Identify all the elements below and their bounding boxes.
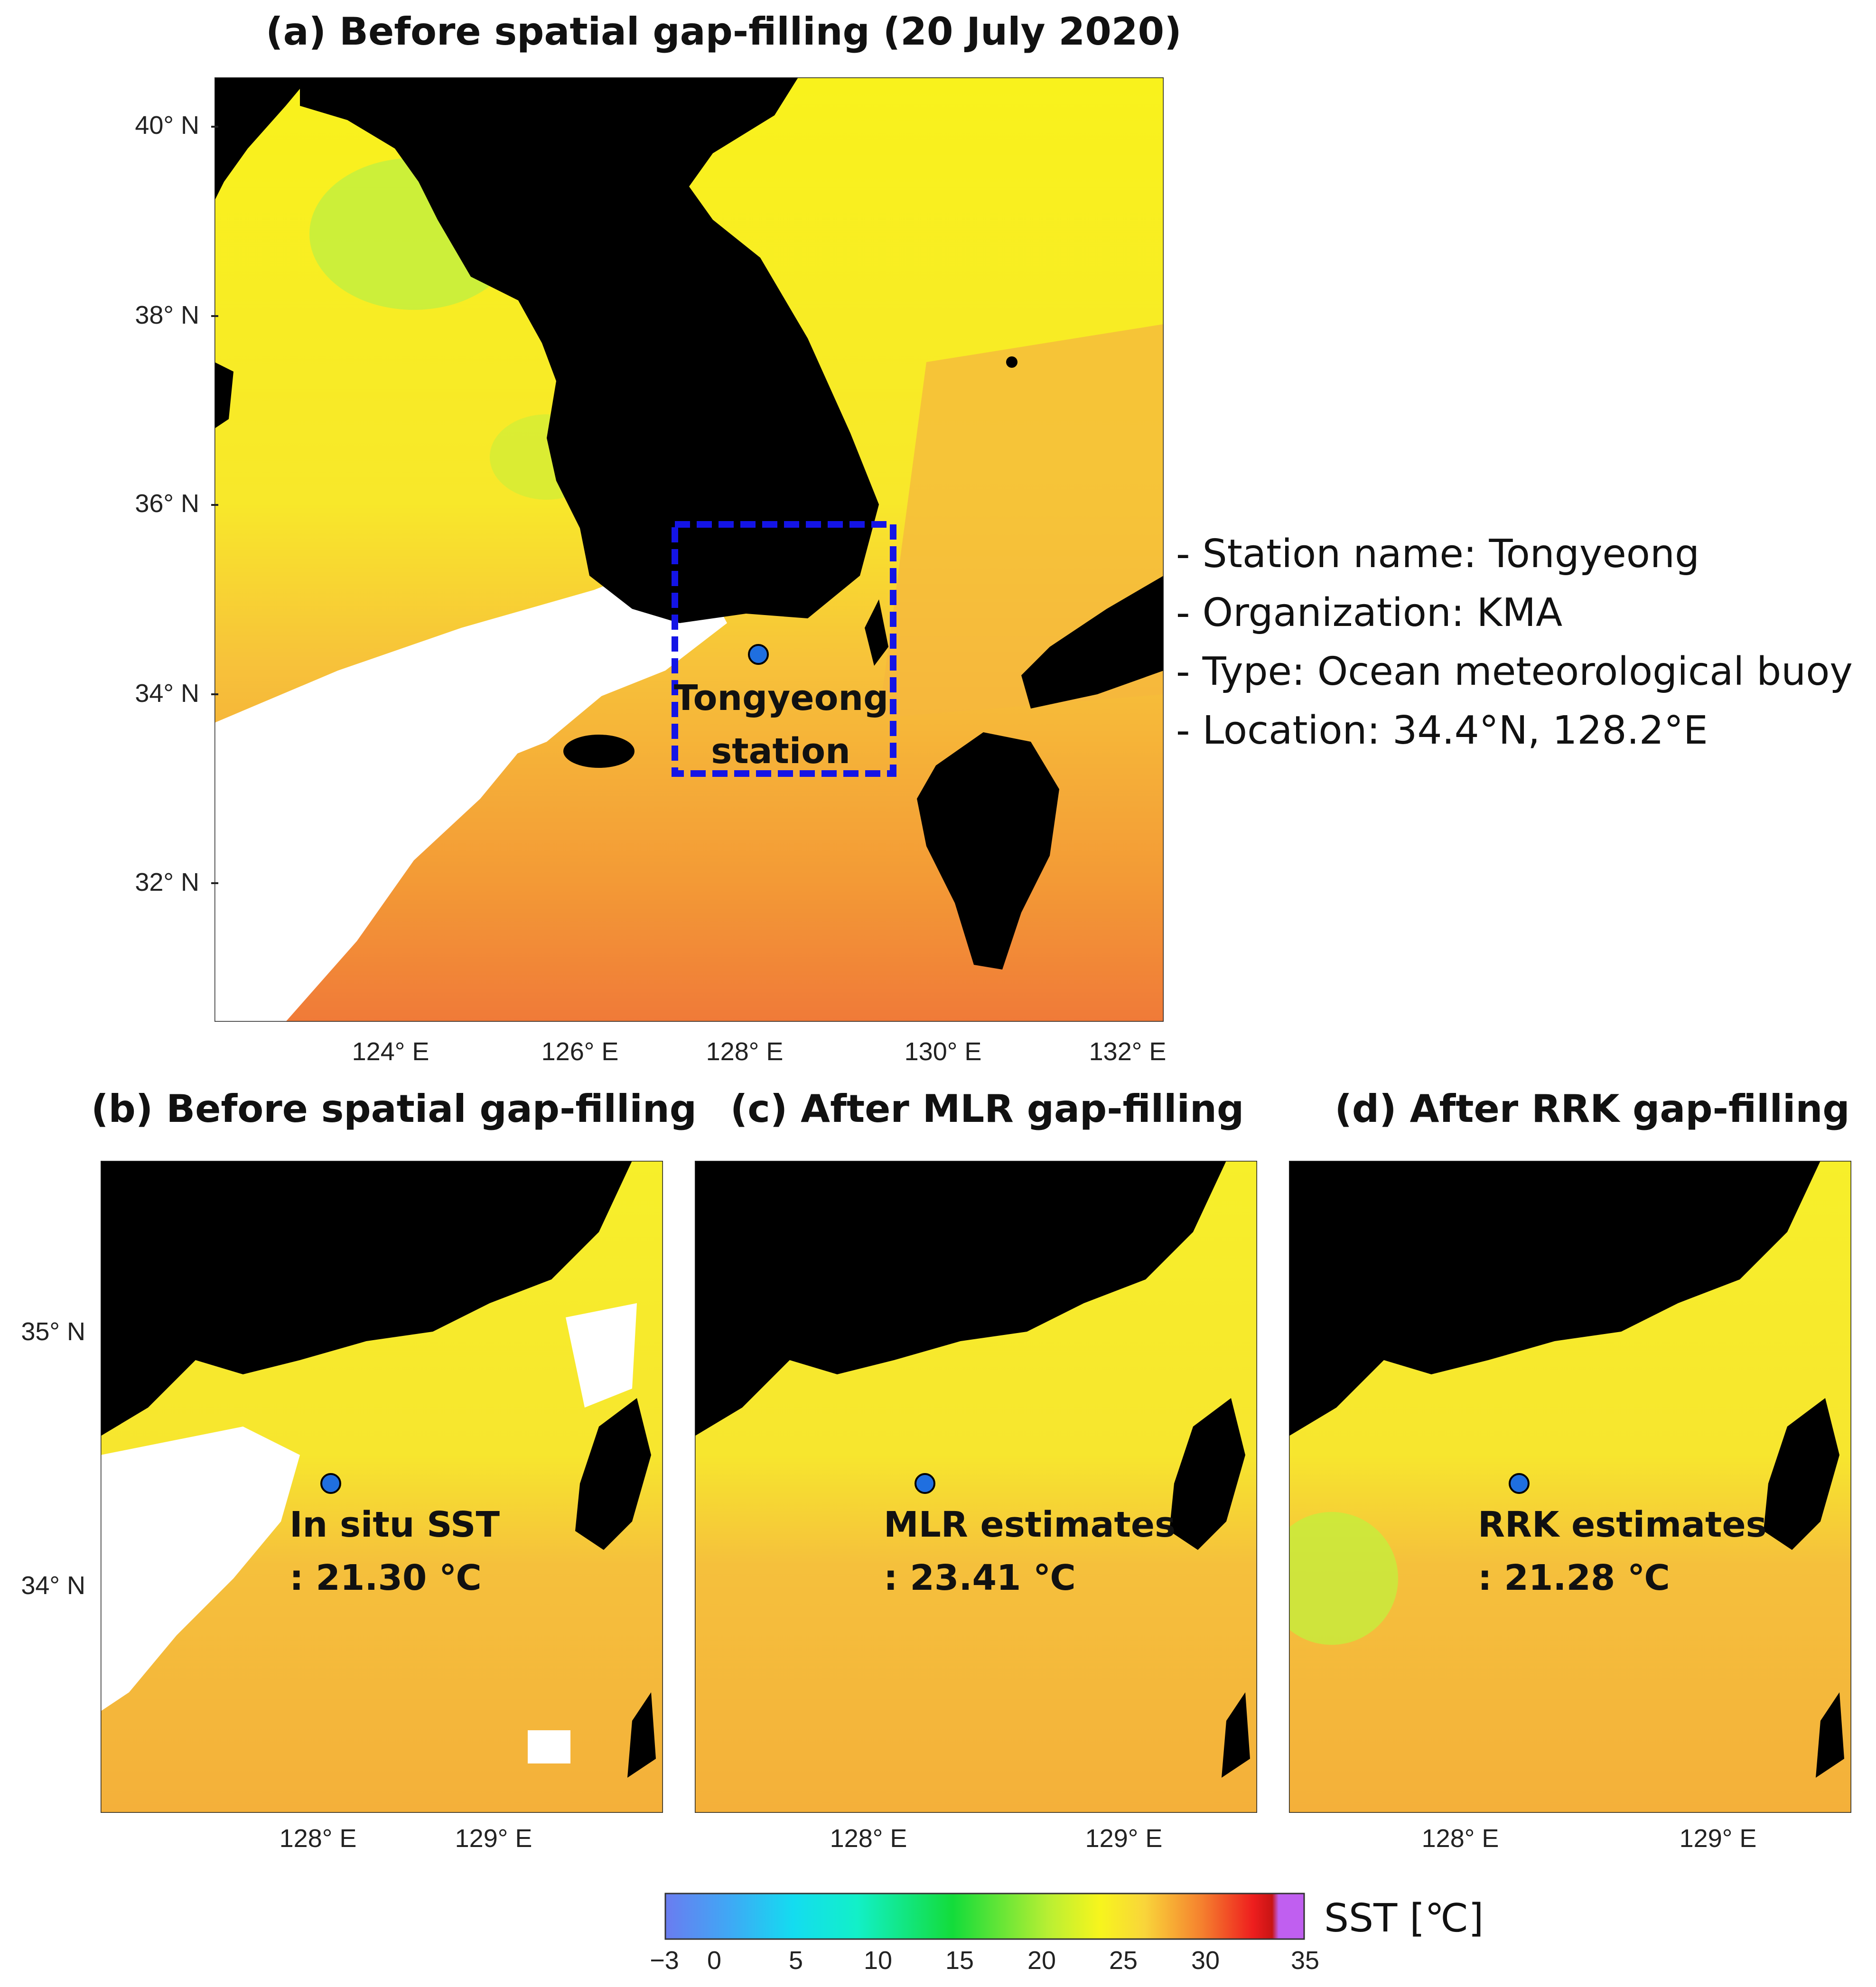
station-box <box>672 521 896 777</box>
station-marker <box>748 644 769 665</box>
station-info-name: - Station name: Tongyeong <box>1176 532 1699 577</box>
station-label-line1: Tongyeong <box>674 678 889 718</box>
panel-c-value: MLR estimates : 23.41 ℃ <box>884 1498 1176 1605</box>
panel-d-value-label: RRK estimates <box>1478 1504 1767 1545</box>
colorbar-tick: 30 <box>1191 1946 1220 1975</box>
panel-a-ytick: 38° N <box>135 301 199 329</box>
panel-a-ytick: 34° N <box>135 679 199 708</box>
zoom-ytick: 35° N <box>21 1317 85 1346</box>
station-label-line2: station <box>711 731 850 772</box>
colorbar-tick: 5 <box>788 1946 803 1975</box>
japan-kyushu <box>917 732 1059 970</box>
zoom-xtick: 128° E <box>830 1824 907 1853</box>
panel-c-value-label: MLR estimates <box>884 1504 1176 1545</box>
panel-b-value: In situ SST : 21.30 ℃ <box>289 1498 500 1605</box>
panel-a-title: (a) Before spatial gap-filling (20 July … <box>266 9 1182 54</box>
panel-a-map <box>215 77 1164 1022</box>
korea-landmass <box>300 77 879 623</box>
zoom-xtick: 129° E <box>455 1824 532 1853</box>
panel-c-title: (c) After MLR gap-filling <box>730 1087 1244 1131</box>
zoom-xtick: 129° E <box>1679 1824 1757 1853</box>
japan-honshu <box>1021 576 1164 709</box>
panel-d-value-text: : 21.28 ℃ <box>1478 1558 1670 1598</box>
zoom-xtick: 128° E <box>1421 1824 1499 1853</box>
panel-a-xtick: 128° E <box>706 1037 784 1066</box>
zoom-xtick: 128° E <box>279 1824 357 1853</box>
zoom-ytick: 34° N <box>21 1571 85 1600</box>
panel-c-map <box>695 1161 1257 1813</box>
zoom-xtick: 129° E <box>1085 1824 1163 1853</box>
panel-b-title: (b) Before spatial gap-filling <box>91 1087 697 1131</box>
panel-a-xtick: 124° E <box>352 1037 429 1066</box>
panel-a-ytick: 40° N <box>135 111 199 140</box>
station-label: Tongyeong station <box>674 672 889 778</box>
panel-b-value-label: In situ SST <box>289 1504 500 1545</box>
panel-a-xtick: 132° E <box>1089 1037 1167 1066</box>
panel-d-station-marker <box>1509 1473 1530 1494</box>
panel-d-title: (d) After RRK gap-filling <box>1335 1087 1850 1131</box>
colorbar-tick: 25 <box>1109 1946 1138 1975</box>
station-info: - Station name: Tongyeong - Organization… <box>1176 532 1853 767</box>
colorbar <box>664 1893 1305 1940</box>
colorbar-tick: 15 <box>945 1946 974 1975</box>
colorbar-tick: 10 <box>863 1946 893 1975</box>
colorbar-tick: 20 <box>1027 1946 1056 1975</box>
panel-a-ytick: 36° N <box>135 489 199 518</box>
panel-a-ytick: 32° N <box>135 868 199 896</box>
panel-b-station-marker <box>320 1473 341 1494</box>
panel-b-value-text: : 21.30 ℃ <box>289 1558 482 1598</box>
panel-d-map <box>1289 1161 1851 1813</box>
panel-a-xtick: 130° E <box>904 1037 982 1066</box>
panel-b-map <box>101 1161 663 1813</box>
colorbar-tick: −3 <box>650 1946 679 1975</box>
china-coast <box>215 77 309 201</box>
panel-a-yaxis-ticks <box>211 126 218 884</box>
station-info-org: - Organization: KMA <box>1176 590 1563 635</box>
panel-c-station-marker <box>915 1473 935 1494</box>
jeju-island <box>563 735 635 768</box>
colorbar-label: SST [℃] <box>1324 1896 1484 1941</box>
station-info-location: - Location: 34.4°N, 128.2°E <box>1176 708 1708 753</box>
colorbar-tick: 35 <box>1290 1946 1320 1975</box>
colorbar-tick: 0 <box>707 1946 722 1975</box>
station-info-type: - Type: Ocean meteorological buoy <box>1176 649 1853 694</box>
panel-a-xtick: 126° E <box>541 1037 619 1066</box>
panel-d-value: RRK estimates : 21.28 ℃ <box>1478 1498 1767 1605</box>
panel-c-value-text: : 23.41 ℃ <box>884 1558 1076 1598</box>
